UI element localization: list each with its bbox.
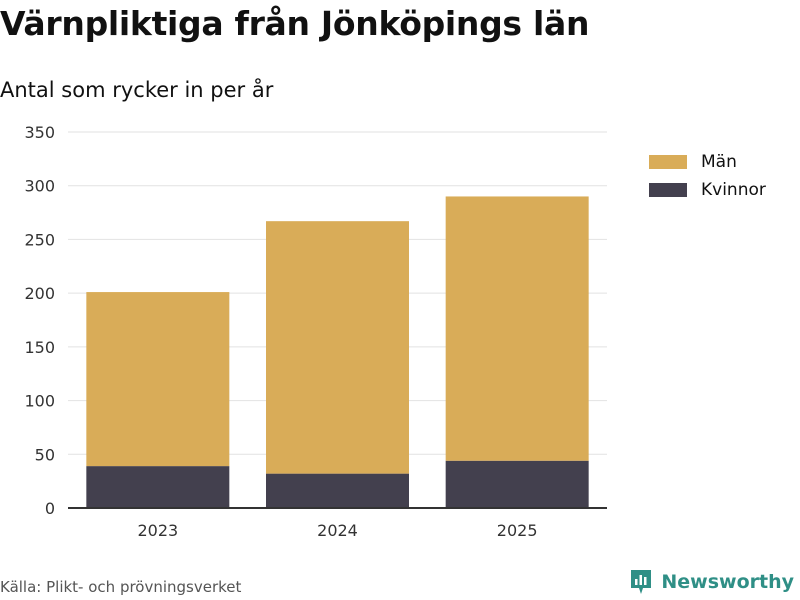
y-tick-label-50: 50 <box>35 445 55 464</box>
x-tick-label-2024: 2024 <box>317 521 358 540</box>
legend: Män Kvinnor <box>649 148 766 204</box>
bar-kvinnor-2023 <box>86 466 230 508</box>
legend-swatch-kvinnor <box>649 183 687 197</box>
y-tick-label-250: 250 <box>24 230 55 249</box>
legend-item-man: Män <box>649 148 766 176</box>
x-tick-label-2023: 2023 <box>137 521 178 540</box>
legend-item-kvinnor: Kvinnor <box>649 176 766 204</box>
y-tick-label-200: 200 <box>24 284 55 303</box>
legend-label-man: Män <box>701 152 737 172</box>
bar-man-2023 <box>86 292 230 467</box>
y-tick-label-350: 350 <box>24 123 55 142</box>
bar-man-2024 <box>266 221 409 474</box>
y-tick-label-300: 300 <box>24 177 55 196</box>
brand-name: Newsworthy <box>661 571 794 593</box>
x-tick-label-2025: 2025 <box>497 521 538 540</box>
chart-subtitle: Antal som rycker in per år <box>0 78 274 102</box>
bar-kvinnor-2025 <box>445 460 589 508</box>
y-tick-label-100: 100 <box>24 392 55 411</box>
y-tick-label-150: 150 <box>24 338 55 357</box>
bar-kvinnor-2024 <box>266 473 409 508</box>
brand-logo: Newsworthy <box>629 568 794 596</box>
source-note: Källa: Plikt- och prövningsverket <box>0 578 242 596</box>
legend-swatch-man <box>649 155 687 169</box>
y-tick-label-0: 0 <box>45 499 55 518</box>
bar-man-2025 <box>445 196 589 461</box>
newsworthy-logo-icon <box>631 570 652 594</box>
legend-label-kvinnor: Kvinnor <box>701 180 766 200</box>
chart-title: Värnpliktiga från Jönköpings län <box>0 4 590 43</box>
